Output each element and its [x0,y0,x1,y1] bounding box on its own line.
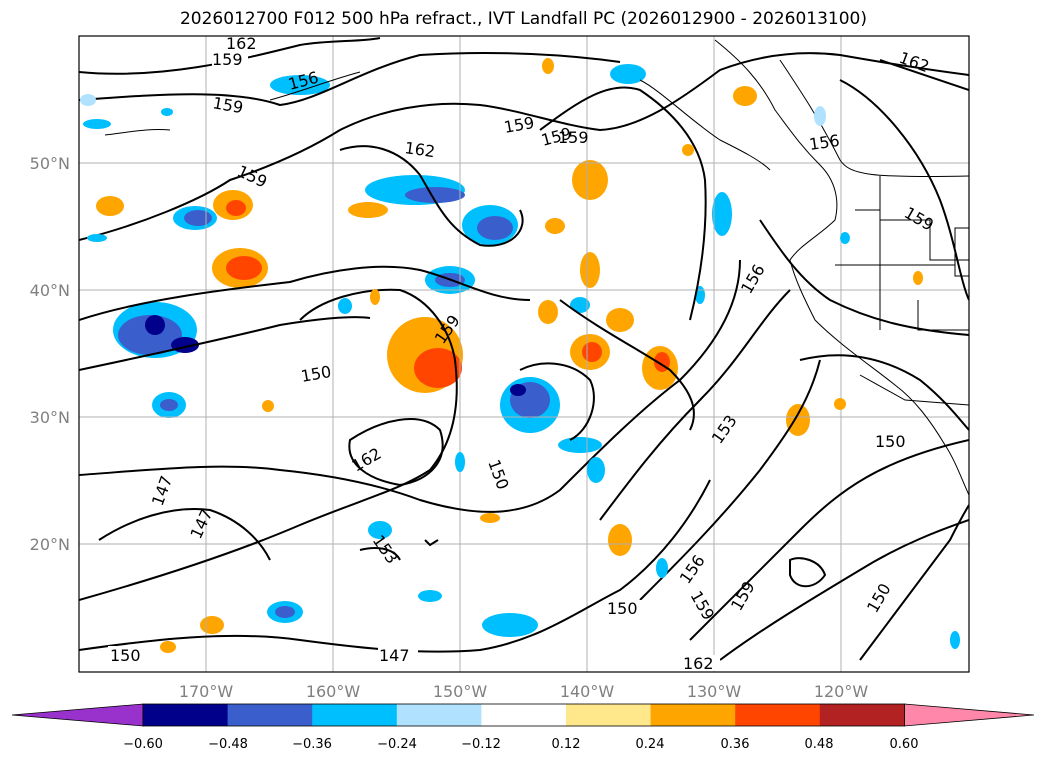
colorbar-frame [142,703,905,727]
refractivity-anomaly-fills [96,64,960,649]
colorbar-extend-max [904,703,1035,727]
lon-tick: 140°W [560,682,615,701]
colorbar-segment [227,704,313,726]
map-frame [78,35,970,673]
colorbar-tick-label: −0.36 [292,737,332,752]
colorbar-extend-min [11,703,144,727]
contour-label: 162 [403,138,436,161]
colorbar-tick-labels: −0.60 −0.48 −0.36 −0.24 −0.12 0.12 0.24 … [123,737,918,752]
colorbar-segment [396,704,482,726]
colorbar-tick-label: −0.48 [208,737,248,752]
refractivity-contours [79,37,969,661]
lat-tick: 50°N [30,154,70,173]
lat-tick: 20°N [30,535,70,554]
colorbar-segment [566,704,652,726]
lon-tick: 170°W [179,682,234,701]
colorbar [11,703,1035,727]
colorbar-tick-label: 0.24 [636,737,665,752]
contour-label: 162 [683,654,714,673]
lon-tick: 150°W [433,682,488,701]
colorbar-segment [735,704,821,726]
colorbar-tick-label: −0.24 [377,737,417,752]
longitude-ticks: 170°W 160°W 150°W 140°W 130°W 120°W [179,682,869,701]
lat-tick: 40°N [30,281,70,300]
plot-title: 2026012700 F012 500 hPa refract., IVT La… [179,9,867,29]
coastlines-boundaries [104,39,969,496]
contour-labels: 162 159 156 159 159 159 162 159 156 162 … [108,34,937,673]
colorbar-tick-label: −0.60 [123,737,163,752]
colorbar-segment [650,704,736,726]
colorbar-tick-label: 0.36 [721,737,750,752]
colorbar-segment [481,704,567,726]
colorbar-tick-label: 0.48 [805,737,834,752]
lat-tick: 30°N [30,408,70,427]
contour-label: 162 [226,34,257,53]
contour-label: 159 [558,128,589,147]
contour-label: 159 [212,50,243,69]
lon-tick: 120°W [814,682,869,701]
contour-label: 150 [607,599,638,618]
colorbar-segment [312,704,398,726]
contour-label: 156 [808,131,841,154]
contour-label: 147 [379,646,410,665]
colorbar-segment [143,704,229,726]
colorbar-tick-label: 0.60 [890,737,919,752]
refractivity-anomaly-accents [80,58,850,653]
lon-tick: 130°W [687,682,742,701]
latitude-ticks: 50°N 40°N 30°N 20°N [30,154,70,554]
contour-label: 150 [110,646,141,665]
colorbar-segment [819,704,905,726]
colorbar-tick-label: −0.12 [461,737,501,752]
colorbar-tick-label: 0.12 [552,737,581,752]
lon-tick: 160°W [306,682,361,701]
contour-label: 150 [875,432,906,451]
